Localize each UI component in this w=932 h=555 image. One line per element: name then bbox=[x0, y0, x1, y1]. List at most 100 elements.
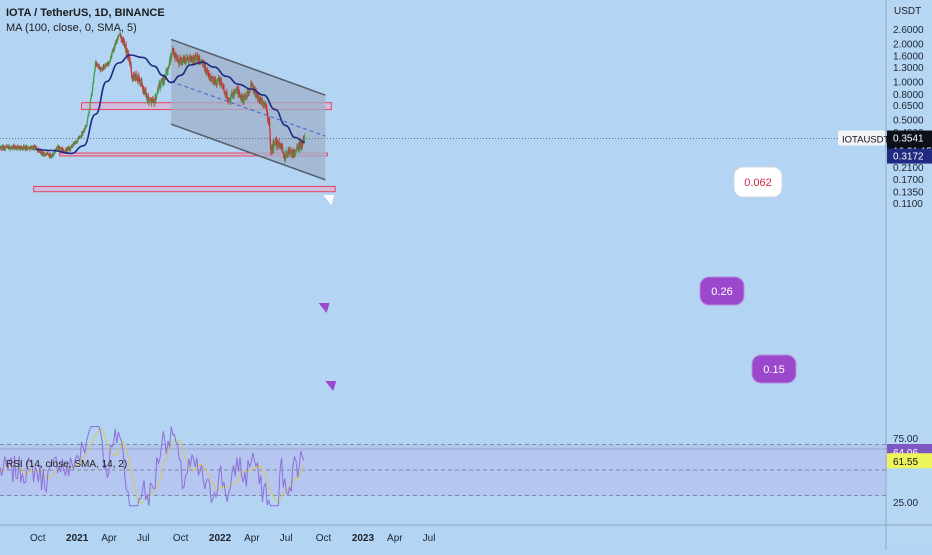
candle-body bbox=[140, 81, 142, 86]
candle-body bbox=[203, 62, 205, 67]
candle-body bbox=[269, 129, 271, 142]
candle-body bbox=[96, 63, 98, 66]
candle-body bbox=[195, 56, 198, 61]
candle-body bbox=[10, 147, 12, 149]
rsi-indicator-label[interactable]: RSI (14, close, SMA, 14, 2) bbox=[6, 459, 128, 470]
candle-body bbox=[295, 148, 297, 152]
candle-body bbox=[64, 149, 66, 152]
candle-body bbox=[174, 55, 176, 56]
time-tick-label: Jul bbox=[137, 533, 150, 544]
candle-body bbox=[160, 81, 163, 83]
candle-body bbox=[283, 154, 286, 160]
candle-body bbox=[108, 61, 110, 64]
candle-body bbox=[9, 148, 11, 150]
candle-body bbox=[135, 79, 137, 81]
candle-body bbox=[216, 81, 218, 84]
candle-body bbox=[123, 42, 126, 47]
candle-body bbox=[142, 84, 144, 89]
candle-body bbox=[143, 89, 145, 94]
candle-body bbox=[131, 77, 133, 80]
candle-body bbox=[119, 33, 122, 38]
candle-body bbox=[221, 85, 223, 87]
candle-body bbox=[167, 66, 169, 71]
candle-body bbox=[76, 141, 78, 143]
candle-body bbox=[287, 154, 289, 157]
candle-body bbox=[93, 73, 95, 77]
candle-body bbox=[147, 96, 149, 99]
candle-body bbox=[22, 146, 25, 149]
rsi-line bbox=[0, 426, 305, 507]
candle-body bbox=[21, 148, 23, 150]
candle-body bbox=[41, 153, 43, 155]
candle-body bbox=[128, 57, 130, 60]
candle-body bbox=[176, 57, 178, 59]
candle-body bbox=[223, 87, 225, 92]
candle-body bbox=[141, 81, 143, 84]
candle-body bbox=[74, 143, 76, 145]
candle-body bbox=[82, 133, 84, 135]
candle-body bbox=[230, 94, 232, 99]
candle-body bbox=[284, 158, 286, 161]
candle-body bbox=[211, 76, 214, 78]
candle-body bbox=[100, 68, 102, 69]
candle-body bbox=[214, 79, 216, 84]
callout-text: 0.15 bbox=[763, 364, 784, 376]
candle-body bbox=[114, 44, 116, 46]
price-tick-label: 1.0000 bbox=[893, 77, 924, 88]
candle-body bbox=[47, 152, 49, 154]
candle-body bbox=[88, 113, 90, 117]
candle-body bbox=[89, 100, 92, 104]
chart-header: IOTA / TetherUS, 1D, BINANCE MA (100, cl… bbox=[6, 6, 165, 36]
candle-body bbox=[86, 117, 89, 121]
candle-body bbox=[146, 95, 148, 98]
candle-body bbox=[300, 142, 302, 144]
candle-body bbox=[299, 144, 301, 148]
candle-body bbox=[43, 154, 45, 156]
time-tick-label: Oct bbox=[316, 533, 332, 544]
candle-body bbox=[92, 82, 94, 88]
price-tick-label: 0.2100 bbox=[893, 163, 924, 174]
price-tick-label: 2.6000 bbox=[893, 25, 924, 36]
candle-body bbox=[46, 153, 48, 156]
candle-body bbox=[278, 142, 280, 145]
ma-indicator-label[interactable]: MA (100, close, 0, SMA, 5) bbox=[6, 22, 137, 34]
candle-body bbox=[249, 92, 251, 93]
candle-body bbox=[241, 95, 244, 98]
candle-body bbox=[260, 97, 262, 101]
candle-body bbox=[93, 71, 96, 74]
candle-body bbox=[199, 59, 201, 62]
symbol-title[interactable]: IOTA / TetherUS, 1D, BINANCE bbox=[6, 7, 165, 19]
callout-pointer bbox=[323, 195, 335, 205]
candle-body bbox=[163, 74, 166, 82]
candle-body bbox=[206, 71, 208, 75]
candle-body bbox=[92, 81, 94, 83]
candle-body bbox=[68, 147, 70, 151]
candle-body bbox=[292, 149, 294, 156]
candle-body bbox=[234, 91, 236, 95]
candle-body bbox=[75, 141, 78, 143]
candle-body bbox=[113, 46, 115, 52]
candle-body bbox=[258, 99, 260, 101]
candle-body bbox=[231, 92, 233, 98]
candle-body bbox=[188, 58, 190, 62]
price-tick-label: 0.1350 bbox=[893, 188, 924, 199]
candle-body bbox=[55, 148, 57, 151]
candle-body bbox=[237, 90, 239, 94]
candle-body bbox=[40, 151, 43, 154]
candle-body bbox=[141, 83, 143, 85]
candle-body bbox=[156, 93, 158, 96]
candle-body bbox=[238, 89, 240, 95]
candle-body bbox=[177, 61, 180, 64]
candle-body bbox=[111, 53, 113, 58]
candle-body bbox=[9, 146, 11, 150]
candle-body bbox=[257, 93, 259, 99]
symbol-tag-text: IOTAUSDT bbox=[842, 135, 890, 146]
rsi-tick-label: 25.00 bbox=[893, 498, 918, 509]
candle-body bbox=[191, 59, 193, 62]
rsi-ma-line bbox=[0, 428, 305, 504]
price-tick-label: 2.0000 bbox=[893, 39, 924, 50]
candle-body bbox=[183, 57, 185, 59]
candle-body bbox=[232, 96, 234, 98]
